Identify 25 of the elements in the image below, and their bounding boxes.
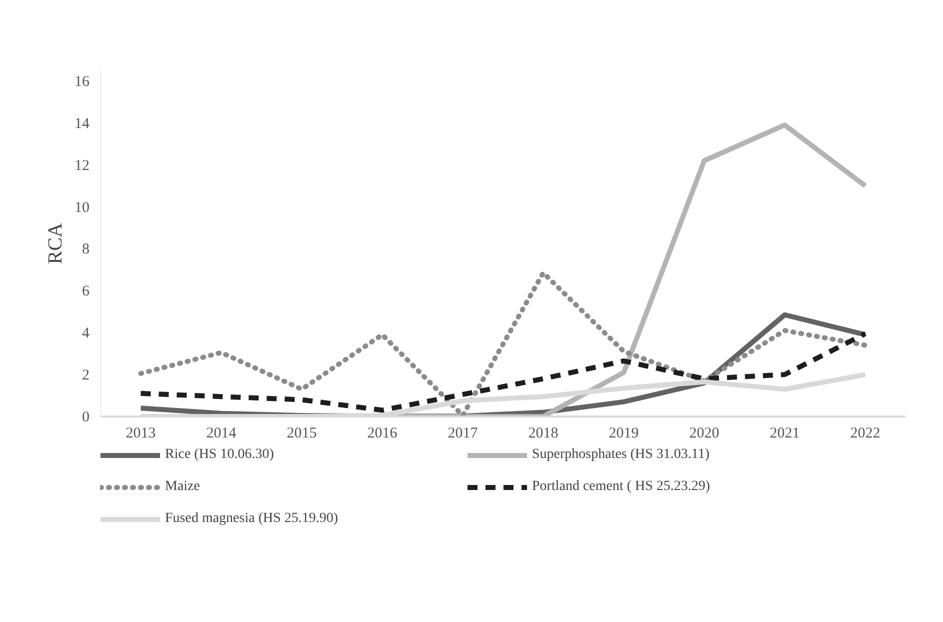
x-tick-label: 2014 [206,426,237,442]
y-tick-label: 12 [74,158,90,174]
legend-label: Superphosphates (HS 31.03.11) [532,447,711,463]
y-tick-label: 14 [74,116,90,132]
legend-label: Portland cement ( HS 25.23.29) [532,479,712,495]
y-tick-label: 16 [74,74,90,90]
y-tick-label: 10 [74,200,90,216]
x-tick-label: 2018 [528,426,558,442]
y-tick-label: 8 [82,242,90,258]
legend-label: Fused magnesia (HS 25.19.90) [165,511,340,527]
y-tick-label: 0 [82,410,90,426]
x-tick-label: 2022 [850,426,880,442]
legend-label: Rice (HS 10.06.30) [165,447,275,463]
x-tick-label: 2017 [448,426,478,442]
x-tick-label: 2020 [689,426,720,442]
y-tick-label: 2 [82,368,90,384]
x-tick-label: 2015 [286,426,317,442]
y-axis-title: RCA [44,222,66,264]
x-tick-label: 2021 [770,426,800,442]
x-tick-label: 2013 [126,426,156,442]
y-tick-label: 6 [82,284,90,300]
y-tick-label: 4 [82,326,90,342]
legend-label: Maize [165,479,201,495]
x-tick-label: 2019 [608,426,639,442]
x-tick-label: 2016 [367,426,398,442]
